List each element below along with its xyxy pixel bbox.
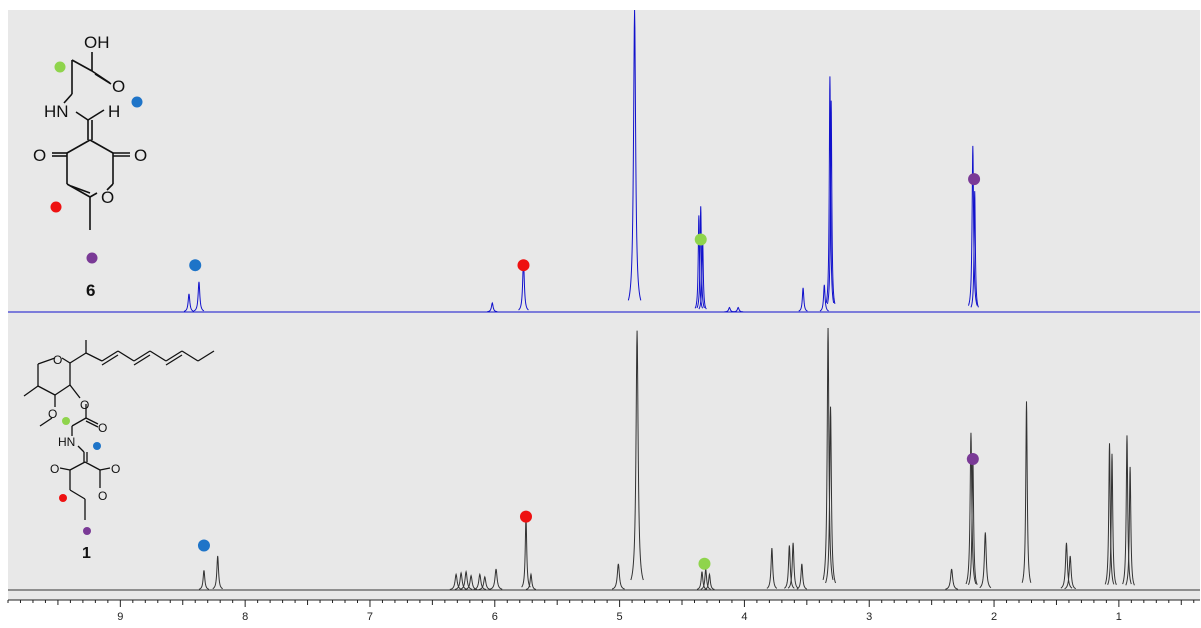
- spectrum-peak: [704, 572, 715, 590]
- structure-compound-1: O O O O HN O O O 1: [23, 340, 215, 562]
- marker-dot-purple: [83, 527, 91, 535]
- x-tick-label: 4: [741, 611, 747, 623]
- spectrum-peak: [1107, 453, 1117, 585]
- marker-dot-red: [59, 494, 67, 502]
- marker-dot-blue: [131, 96, 143, 108]
- x-tick-label: 5: [617, 611, 623, 623]
- spectrum-peak: [784, 545, 795, 589]
- spectrum-peak: [787, 542, 799, 589]
- spectrum-peak: [694, 215, 704, 309]
- assignment-marker: [968, 173, 981, 186]
- spectrum-peak: [979, 532, 992, 589]
- plot-background: [8, 10, 1200, 600]
- assignment-marker: [517, 259, 530, 272]
- atom-label: O: [80, 398, 89, 412]
- atom-label: O: [112, 77, 125, 96]
- spectrum-peak: [478, 575, 492, 590]
- atom-label: HN: [58, 435, 75, 449]
- x-tick-label: 9: [117, 611, 123, 623]
- assignment-marker: [966, 453, 979, 465]
- atom-label: O: [50, 462, 59, 476]
- structure-compound-6: OH O HN H O O O 6: [33, 33, 147, 300]
- atom-label: O: [134, 146, 147, 165]
- marker-dot-blue: [93, 442, 101, 450]
- atom-label: OH: [84, 33, 110, 52]
- marker-dot-green: [62, 417, 70, 425]
- spectrum-peak: [826, 100, 836, 304]
- spectrum-peak: [473, 572, 487, 590]
- spectrum-peak: [825, 406, 837, 584]
- x-tick-label: 3: [866, 611, 872, 623]
- x-axis: 9 8 7 6 5 4 3 2 1: [7, 599, 1200, 623]
- spectrum-peak: [1064, 555, 1077, 590]
- assignment-marker: [197, 539, 210, 552]
- spectrum-peak: [696, 206, 705, 309]
- atom-label: O: [33, 146, 46, 165]
- assignment-marker: [694, 233, 707, 246]
- atom-label: O: [111, 462, 120, 476]
- spectrum-peak: [796, 563, 808, 590]
- spectrum-peak: [696, 571, 708, 590]
- atom-label: H: [108, 102, 120, 121]
- atom-label: O: [48, 407, 57, 421]
- spectrum-peak: [965, 432, 977, 585]
- spectrum-panel-compound-6: [8, 9, 1200, 313]
- spectrum-peak: [1104, 443, 1115, 585]
- spectrum-peak: [1122, 435, 1132, 585]
- spectrum-peak: [627, 9, 642, 301]
- spectrum-peak: [819, 284, 829, 312]
- spectrum-panel-compound-1: [8, 327, 1200, 591]
- spectrum-peak: [825, 76, 835, 304]
- spectrum-peak: [459, 569, 473, 590]
- spectrum-peak: [525, 572, 537, 590]
- x-tick-label: 1: [1116, 611, 1122, 623]
- x-tick-label: 7: [367, 611, 373, 623]
- spectrum-peak: [733, 306, 744, 313]
- x-tick-label: 8: [242, 611, 248, 623]
- spectrum-peak: [967, 145, 978, 306]
- spectrum-peak: [611, 563, 625, 590]
- x-tick-label: 2: [991, 611, 997, 623]
- spectrum-peak: [1021, 401, 1032, 583]
- spectrum-peak: [198, 570, 210, 590]
- spectrum-peak: [193, 281, 205, 312]
- assignment-marker: [519, 510, 532, 523]
- x-tick-label: 6: [492, 611, 498, 623]
- atom-label: O: [53, 353, 62, 367]
- marker-dot-red: [50, 201, 62, 213]
- spectrum-peak: [1060, 542, 1073, 589]
- spectrum-peak: [724, 306, 735, 313]
- spectrum-peak: [766, 548, 778, 589]
- compound-label-6: 6: [86, 281, 95, 300]
- atom-label: HN: [44, 102, 69, 121]
- marker-dot-purple: [86, 252, 98, 264]
- atom-label: O: [98, 421, 107, 435]
- marker-dot-green: [54, 61, 66, 73]
- atom-label: O: [101, 188, 114, 207]
- atom-label: O: [98, 489, 107, 503]
- spectrum-peak: [212, 555, 223, 590]
- spectrum-peak: [1125, 466, 1135, 586]
- spectrum-peak: [798, 287, 808, 312]
- compound-label-1: 1: [82, 545, 91, 562]
- spectrum-peak: [487, 301, 498, 313]
- spectrum-peak: [945, 568, 958, 590]
- spectrum-peak: [489, 568, 503, 590]
- spectrum-peak: [822, 327, 834, 581]
- spectrum-peak: [454, 571, 468, 590]
- spectrum-peak: [630, 330, 644, 581]
- assignment-marker: [698, 557, 711, 570]
- spectrum-peak: [183, 293, 195, 312]
- assignment-marker: [189, 259, 202, 272]
- spectrum-peak: [970, 191, 979, 308]
